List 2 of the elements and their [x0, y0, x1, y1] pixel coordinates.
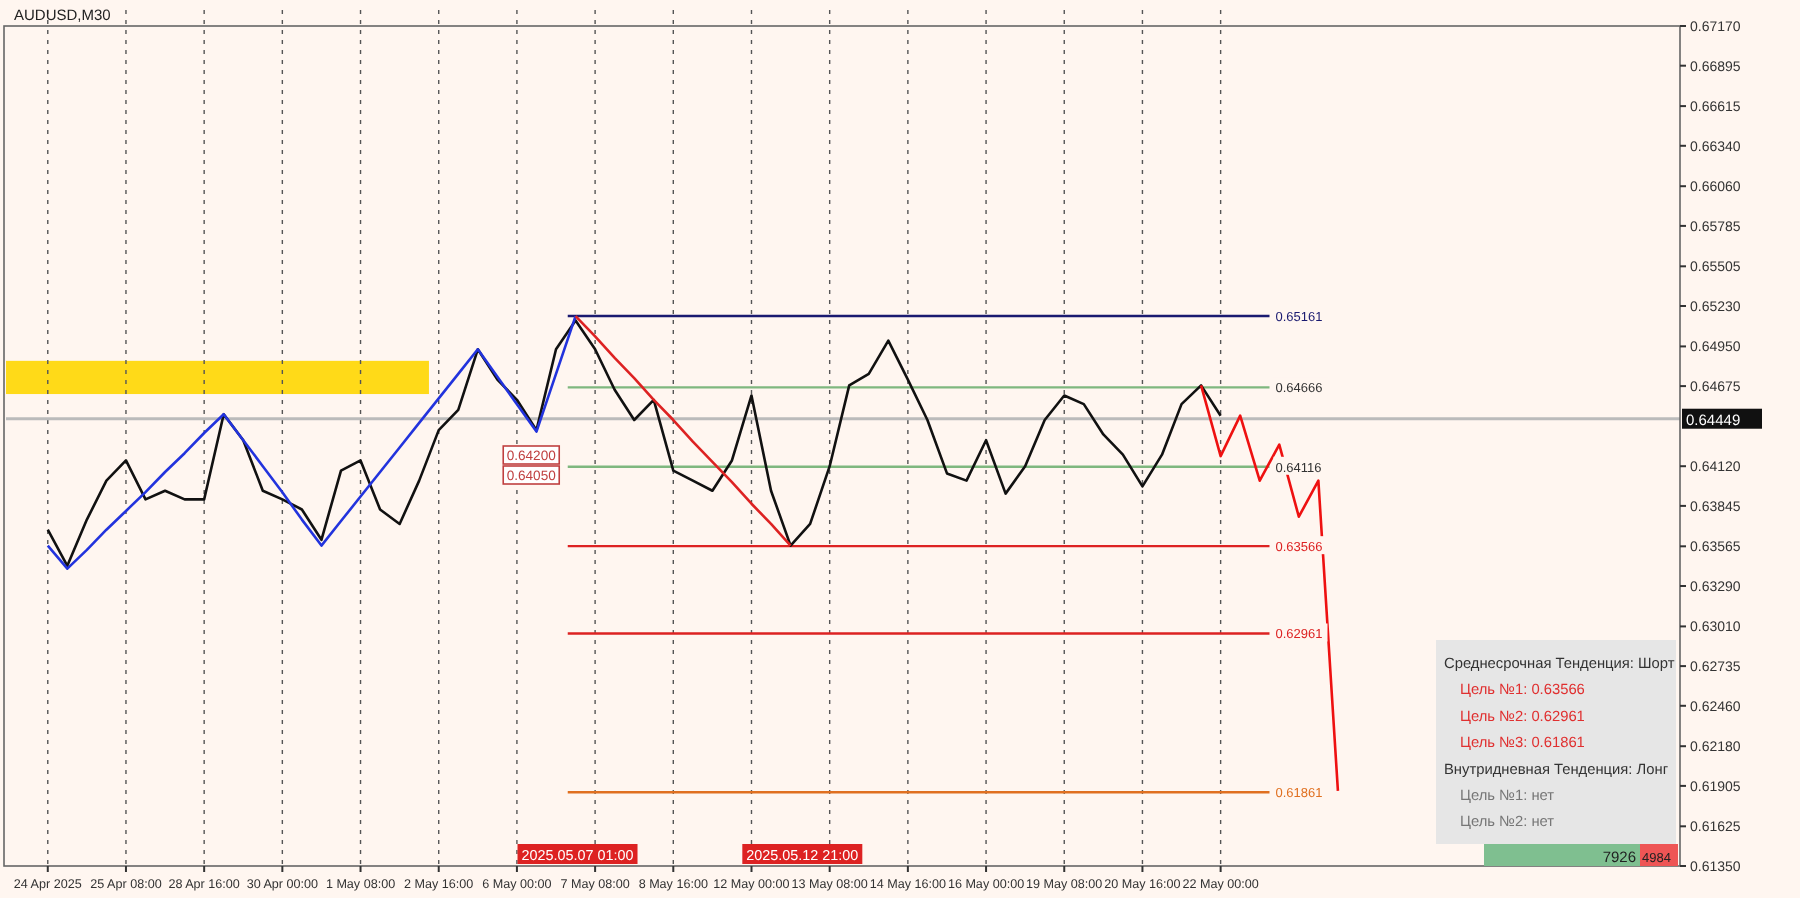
line-series	[46, 319, 1222, 568]
line-series	[46, 314, 577, 570]
